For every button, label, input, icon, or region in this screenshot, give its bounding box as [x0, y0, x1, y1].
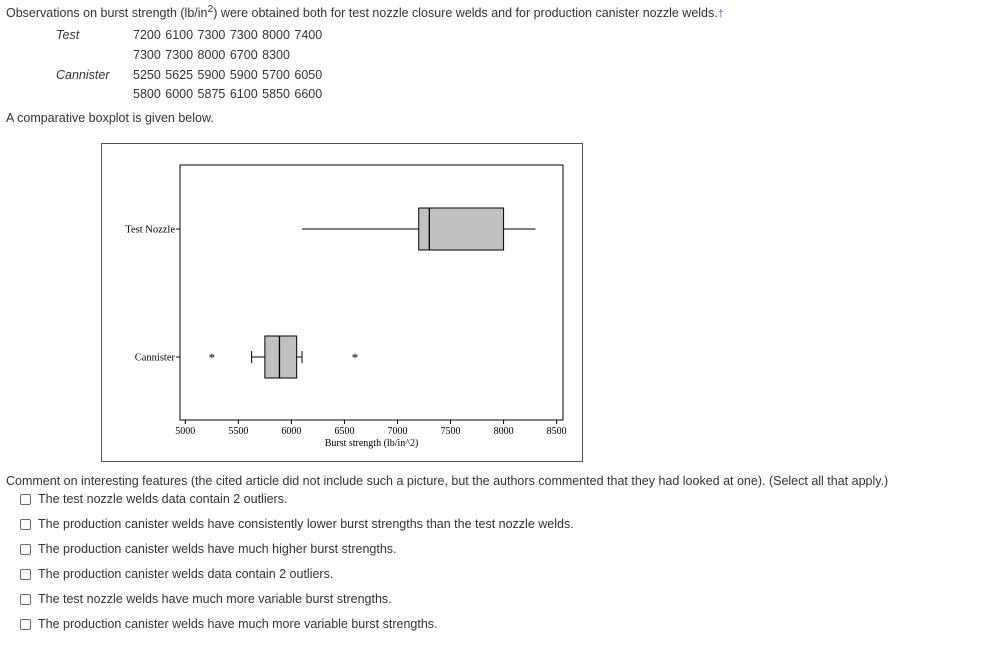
- boxplot-figure: 5000 5500 6000 6500 7000 7500 8000 8500 Burst st…: [101, 143, 583, 462]
- option-5-checkbox[interactable]: [20, 593, 31, 605]
- x-tick-label-5000: 5000: [175, 426, 195, 437]
- x-tick-label-7500: 7500: [441, 426, 461, 437]
- option-3[interactable]: The production canister welds have much …: [20, 542, 397, 556]
- option-3-checkbox[interactable]: [20, 543, 31, 555]
- intro-text-pre: Observations on burst strength (lb/in: [6, 6, 208, 21]
- option-6-checkbox[interactable]: [20, 618, 31, 630]
- x-tick-label-8000: 8000: [494, 426, 514, 437]
- option-3-label: The production canister welds have much …: [38, 542, 397, 556]
- x-tick-label-6500: 6500: [334, 426, 354, 437]
- option-2-checkbox[interactable]: [20, 518, 31, 530]
- option-1-label: The test nozzle welds data contain 2 out…: [38, 492, 288, 506]
- x-tick-label-8500: 8500: [547, 426, 567, 437]
- cannister-category-label: Cannister: [135, 353, 176, 364]
- canister-data-row-1: 5250 5625 5900 5900 5700 6050: [133, 68, 323, 82]
- cannister-outlier-1: *: [209, 350, 216, 365]
- test-nozzle-category-label: Test Nozzle: [125, 225, 175, 236]
- test-nozzle-box: [418, 207, 505, 251]
- test-label: Test: [56, 28, 80, 42]
- cannister-box: [264, 335, 298, 379]
- option-4[interactable]: The production canister welds data conta…: [20, 567, 333, 581]
- x-tick-label-7000: 7000: [387, 426, 407, 437]
- option-1-checkbox[interactable]: [20, 493, 31, 505]
- canister-label: Cannister: [56, 68, 110, 82]
- option-2-label: The production canister welds have consi…: [38, 517, 574, 531]
- option-2[interactable]: The production canister welds have consi…: [20, 517, 574, 531]
- option-5-label: The test nozzle welds have much more var…: [38, 592, 392, 606]
- test-data-row-1: 7200 6100 7300 7300 8000 7400: [133, 28, 323, 42]
- question-text: Comment on interesting features (the cit…: [6, 474, 889, 488]
- option-6-label: The production canister welds have much …: [38, 617, 438, 631]
- option-4-label: The production canister welds data conta…: [38, 567, 334, 581]
- plot-panel: [179, 164, 564, 421]
- boxplot-chart: 5000 5500 6000 6500 7000 7500 8000 8500 Burst st…: [125, 164, 567, 449]
- option-6[interactable]: The production canister welds have much …: [20, 617, 438, 631]
- x-tick-label-5500: 5500: [228, 426, 248, 437]
- option-1[interactable]: The test nozzle welds data contain 2 out…: [20, 492, 287, 506]
- option-4-checkbox[interactable]: [20, 568, 31, 580]
- intro-text-post: ) were obtained both for test nozzle clo…: [213, 6, 718, 21]
- option-5[interactable]: The test nozzle welds have much more var…: [20, 592, 392, 606]
- x-axis-label: Burst strength (lb/in^2): [325, 438, 419, 449]
- cannister-outlier-2: *: [352, 350, 359, 365]
- problem-intro: Observations on burst strength (lb/in2) …: [6, 4, 724, 20]
- footnote-dagger-link[interactable]: †: [717, 8, 724, 21]
- intro-superscript: 2: [207, 4, 214, 15]
- test-data-row-2: 7300 7300 8000 6700 8300: [133, 48, 290, 62]
- boxplot-intro-text: A comparative boxplot is given below.: [6, 111, 214, 125]
- canister-data-row-2: 5800 6000 5875 6100 5850 6600: [133, 87, 323, 101]
- x-tick-label-6000: 6000: [281, 426, 301, 437]
